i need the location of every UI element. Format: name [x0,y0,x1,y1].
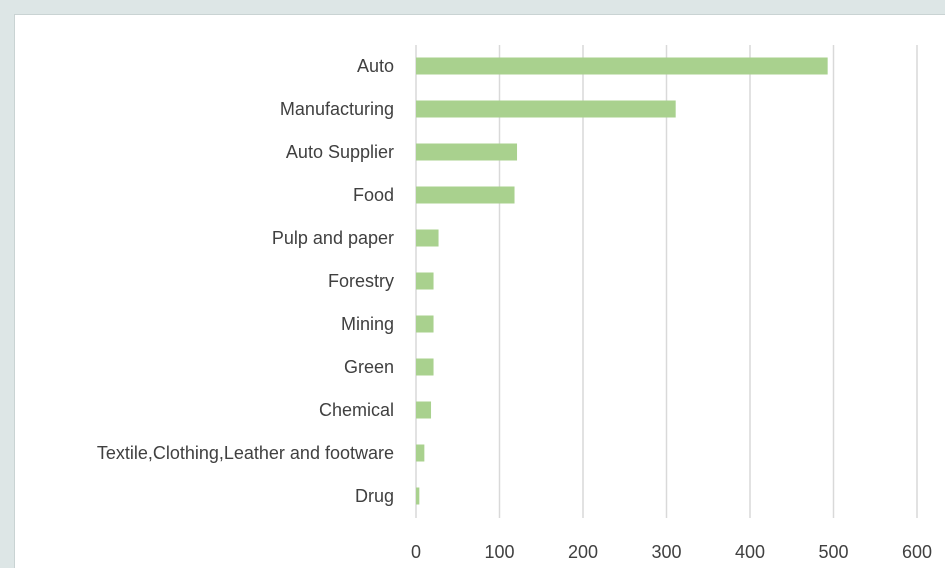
category-label-drug: Drug [355,486,394,506]
bar-pulp-and-paper [416,229,439,247]
bar-forestry [416,272,434,290]
category-label-food: Food [353,185,394,205]
bar-auto-supplier [416,143,518,161]
category-label-chemical: Chemical [319,400,394,420]
bar-chemical [416,401,432,419]
category-label-manufacturing: Manufacturing [280,99,394,119]
x-tick-label-200: 200 [568,542,598,562]
x-tick-label-0: 0 [411,542,421,562]
x-tick-label-300: 300 [651,542,681,562]
bar-auto [416,57,828,75]
bar-textile-clothing-leather-and-footware [416,444,425,462]
x-tick-labels: 0 100 200 300 400 500 600 [411,542,932,562]
category-label-textile-clothing-leather-and-footware: Textile,Clothing,Leather and footware [97,443,394,463]
x-tick-label-400: 400 [735,542,765,562]
x-tick-label-100: 100 [484,542,514,562]
category-label-auto-supplier: Auto Supplier [286,142,394,162]
bars [416,57,828,505]
category-label-mining: Mining [341,314,394,334]
bar-mining [416,315,434,333]
bar-food [416,186,515,204]
bar-drug [416,487,420,505]
category-labels: Auto Manufacturing Auto Supplier Food Pulp a… [97,56,394,506]
x-tick-label-500: 500 [818,542,848,562]
bar-manufacturing [416,100,676,118]
category-label-forestry: Forestry [328,271,394,291]
category-label-pulp-and-paper: Pulp and paper [272,228,394,248]
bar-green [416,358,434,376]
x-tick-label-600: 600 [902,542,932,562]
category-label-green: Green [344,357,394,377]
category-label-auto: Auto [357,56,394,76]
